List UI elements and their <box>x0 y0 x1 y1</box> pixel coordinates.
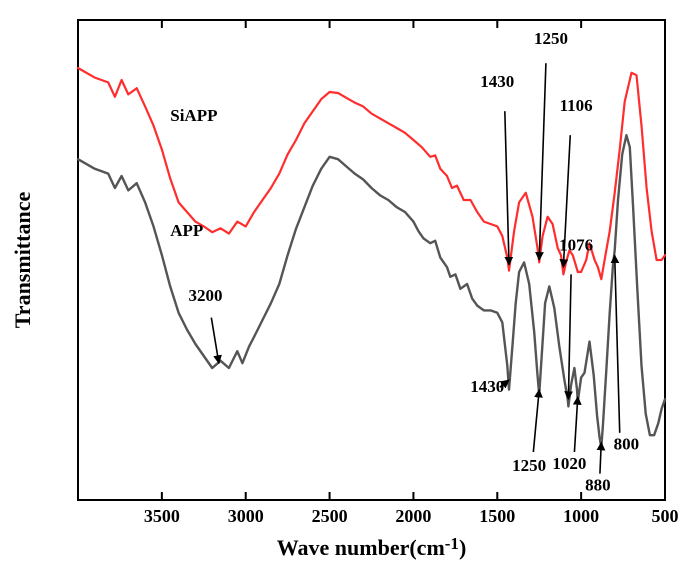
svg-text:1000: 1000 <box>563 506 599 526</box>
svg-text:1500: 1500 <box>479 506 515 526</box>
annotation-label-1430: 1430 <box>480 72 514 91</box>
ftir-chart: 3500 3000 2500 2000 1500 1000 500 Wave number(c… <box>0 0 685 580</box>
svg-text:2000: 2000 <box>395 506 431 526</box>
svg-text:2500: 2500 <box>312 506 348 526</box>
annotation-label-1430: 1430 <box>470 377 504 396</box>
series-label-SiAPP: SiAPP <box>170 106 217 125</box>
svg-text:3500: 3500 <box>144 506 180 526</box>
svg-text:Wave number(cm-1): Wave number(cm-1) <box>277 534 467 560</box>
annotation-label-800: 800 <box>614 435 640 454</box>
annotation-label-880: 880 <box>585 475 611 494</box>
series-label-APP: APP <box>170 221 203 240</box>
annotation-label-1250: 1250 <box>512 456 546 475</box>
annotation-label-1020: 1020 <box>552 454 586 473</box>
svg-text:Transmittance: Transmittance <box>10 192 35 329</box>
svg-text:3000: 3000 <box>228 506 264 526</box>
annotation-label-3200: 3200 <box>188 286 222 305</box>
svg-text:500: 500 <box>652 506 679 526</box>
annotation-label-1076: 1076 <box>559 235 593 254</box>
chart-svg: 3500 3000 2500 2000 1500 1000 500 Wave number(c… <box>0 0 685 580</box>
annotation-label-1106: 1106 <box>560 96 593 115</box>
annotation-label-1250: 1250 <box>534 29 568 48</box>
